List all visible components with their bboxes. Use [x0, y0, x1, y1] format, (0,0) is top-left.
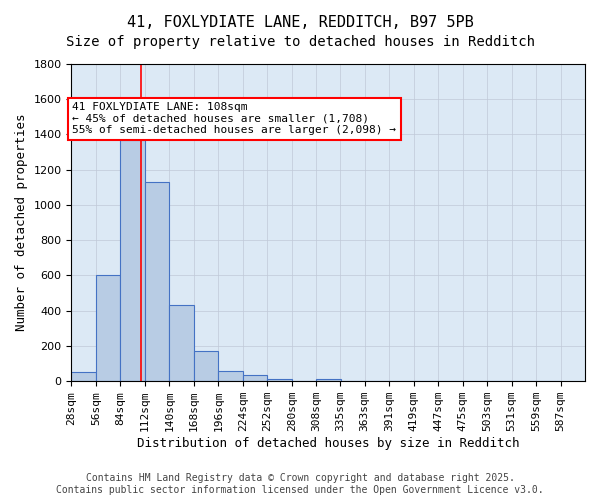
- Bar: [243, 375, 268, 381]
- Bar: [194, 352, 218, 381]
- Bar: [316, 378, 341, 381]
- Bar: [145, 182, 169, 381]
- Bar: [218, 370, 243, 381]
- Text: Contains HM Land Registry data © Crown copyright and database right 2025.
Contai: Contains HM Land Registry data © Crown c…: [56, 474, 544, 495]
- X-axis label: Distribution of detached houses by size in Redditch: Distribution of detached houses by size …: [137, 437, 520, 450]
- Bar: [268, 380, 292, 381]
- Text: Size of property relative to detached houses in Redditch: Size of property relative to detached ho…: [65, 35, 535, 49]
- Text: 41, FOXLYDIATE LANE, REDDITCH, B97 5PB: 41, FOXLYDIATE LANE, REDDITCH, B97 5PB: [127, 15, 473, 30]
- Bar: [121, 140, 145, 381]
- Bar: [71, 372, 96, 381]
- Bar: [96, 274, 121, 381]
- Text: 41 FOXLYDIATE LANE: 108sqm
← 45% of detached houses are smaller (1,708)
55% of s: 41 FOXLYDIATE LANE: 108sqm ← 45% of deta…: [72, 102, 396, 136]
- Bar: [169, 306, 194, 381]
- Y-axis label: Number of detached properties: Number of detached properties: [15, 114, 28, 332]
